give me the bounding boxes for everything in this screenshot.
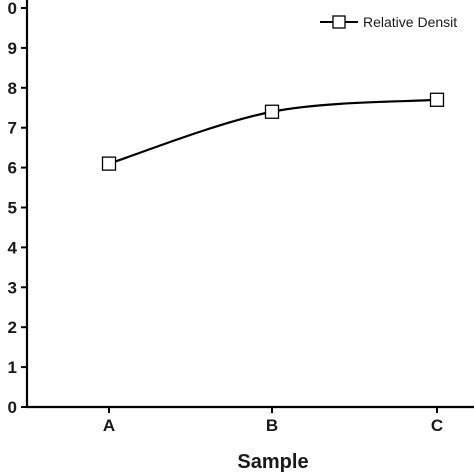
x-axis-ticks: A B C: [103, 407, 443, 435]
y-tick-label: 8: [8, 79, 17, 98]
y-tick-label: 0: [8, 398, 17, 417]
y-tick-label: 5: [8, 199, 17, 218]
axes: [25, 0, 474, 409]
x-tick-label: A: [103, 416, 115, 435]
data-point-b: [264, 104, 280, 119]
y-tick-label: 4: [8, 238, 18, 257]
y-tick-label: 2: [8, 318, 17, 337]
data-point-a: [101, 156, 117, 171]
x-axis-label: Sample: [237, 451, 308, 473]
y-tick-label: 3: [8, 278, 17, 297]
legend-marker: [332, 15, 346, 29]
legend-label: Relative Densit: [363, 14, 457, 30]
y-tick-label: 7: [8, 119, 17, 138]
y-tick-label: 6: [8, 159, 17, 178]
x-tick-label: B: [266, 416, 278, 435]
y-tick-label: 9: [8, 39, 17, 58]
y-axis-ticks: 0 1 2 3 4 5 6 7 8 9 0: [8, 0, 27, 417]
x-tick-label: C: [431, 416, 443, 435]
legend: Relative Densit: [320, 14, 457, 30]
data-point-c: [429, 92, 445, 107]
y-tick-label: 0: [8, 0, 17, 18]
y-tick-label: 1: [8, 358, 17, 377]
plot-area: [101, 92, 445, 171]
